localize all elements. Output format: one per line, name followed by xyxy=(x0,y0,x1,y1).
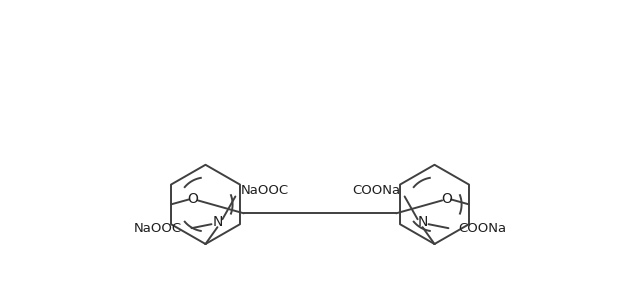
Text: COONa: COONa xyxy=(353,184,401,197)
Text: NaOOC: NaOOC xyxy=(241,184,289,197)
Text: O: O xyxy=(442,192,452,206)
Text: COONa: COONa xyxy=(458,222,506,235)
Text: O: O xyxy=(188,192,198,206)
Text: N: N xyxy=(212,215,223,229)
Text: NaOOC: NaOOC xyxy=(134,222,182,235)
Text: N: N xyxy=(417,215,428,229)
